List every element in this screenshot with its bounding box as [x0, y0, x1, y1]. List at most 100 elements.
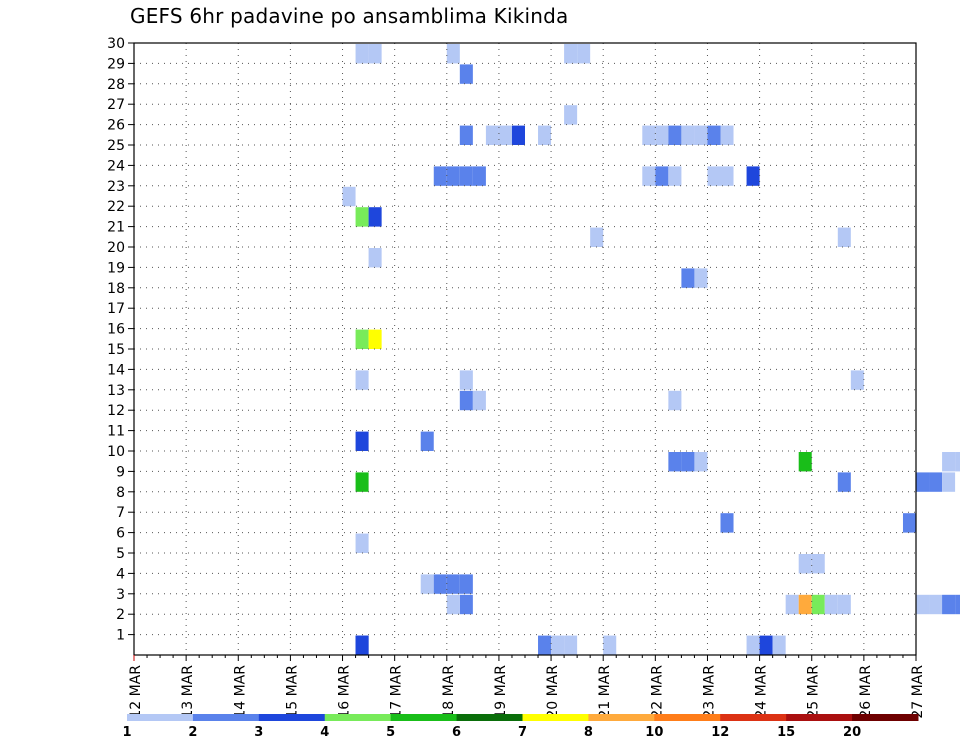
legend-swatch — [127, 714, 194, 721]
heatmap-cell-19 — [837, 594, 851, 615]
heatmap-cell-5 — [603, 635, 617, 655]
heatmap-cell-11 — [942, 594, 956, 615]
y-tick-label: 25 — [107, 138, 125, 154]
heatmap-cell-36 — [355, 472, 369, 492]
x-tick-label: 25 MAR — [806, 665, 822, 719]
heatmap-cell-82 — [668, 166, 682, 186]
heatmap-cell-2 — [538, 635, 552, 655]
legend-swatch — [258, 714, 326, 721]
heatmap-cell-100 — [720, 125, 734, 145]
heatmap-cell-85 — [746, 166, 760, 186]
y-tick-label: 2 — [116, 607, 125, 623]
legend-swatch — [324, 714, 392, 721]
y-tick-label: 21 — [107, 220, 125, 236]
y-tick-label: 16 — [107, 322, 125, 338]
y-tick-label: 3 — [116, 587, 125, 603]
heatmap-cell-39 — [929, 472, 943, 492]
y-tick-label: 13 — [107, 383, 125, 399]
heatmap-cell-79 — [472, 166, 486, 186]
legend-label: 20 — [843, 725, 861, 740]
heatmap-cell-50 — [459, 390, 473, 411]
x-tick-label: 17 MAR — [389, 665, 405, 719]
y-tick-label: 22 — [107, 199, 125, 215]
x-tick-label: 21 MAR — [597, 665, 613, 719]
y-tick-label: 19 — [107, 260, 125, 276]
heatmap-cell-73 — [355, 207, 369, 227]
heatmap-cell-111 — [564, 44, 578, 64]
heatmap-cell-76 — [433, 166, 447, 186]
x-tick-label: 16 MAR — [337, 665, 353, 719]
heatmap-cell-97 — [681, 125, 695, 145]
legend-swatch — [654, 714, 721, 721]
heatmap-cell-16 — [798, 594, 812, 615]
legend-label: 10 — [645, 725, 663, 740]
y-tick-label: 26 — [107, 118, 125, 134]
heatmap-cell-37 — [837, 472, 851, 492]
heatmap-cell-51 — [472, 390, 486, 411]
heatmap-cell-12 — [955, 594, 960, 615]
legend-swatch — [522, 714, 589, 721]
legend-swatch — [192, 714, 260, 721]
legend-label: 3 — [254, 725, 263, 740]
y-tick-label: 6 — [116, 526, 125, 542]
x-tick-label: 22 MAR — [649, 665, 665, 719]
x-tick-label: 13 MAR — [180, 665, 196, 719]
x-tick-label: 18 MAR — [441, 665, 457, 719]
x-tick-label: 26 MAR — [858, 665, 874, 719]
heatmap-cell-77 — [446, 166, 460, 186]
heatmap-cell-80 — [642, 166, 656, 186]
heatmap-cell-89 — [459, 125, 473, 145]
legend-label: 12 — [711, 725, 729, 740]
heatmap-cell-65 — [694, 268, 708, 288]
x-tick-label: 23 MAR — [701, 665, 717, 719]
heatmap-cell-1 — [355, 635, 369, 655]
heatmap-cell-99 — [707, 125, 721, 145]
heatmap-cell-24 — [798, 554, 812, 574]
legend-swatch — [720, 714, 787, 721]
y-tick-label: 10 — [107, 444, 125, 460]
heatmap-cell-10 — [929, 594, 943, 615]
legend-label: 5 — [386, 725, 395, 740]
y-tick-label: 4 — [116, 566, 125, 582]
heatmap-cell-93 — [538, 125, 552, 145]
legend-label: 7 — [518, 725, 527, 740]
heatmap-cell-52 — [668, 390, 682, 411]
heatmap-cell-84 — [720, 166, 734, 186]
heatmap-cell-3 — [551, 635, 565, 655]
heatmap-cell-25 — [811, 554, 825, 574]
y-tick-label: 12 — [107, 403, 125, 419]
heatmap-cell-98 — [694, 125, 708, 145]
heatmap-cell-20 — [420, 574, 434, 594]
heatmap-cell-18 — [824, 594, 838, 615]
y-tick-label: 11 — [107, 424, 125, 440]
axes: 1234567891011121314151617181920212223242… — [107, 36, 926, 719]
heatmap-cell-95 — [655, 125, 669, 145]
heatmap-cell-42 — [681, 452, 695, 472]
heatmap-cell-48 — [355, 431, 369, 451]
y-tick-label: 14 — [107, 362, 125, 378]
heatmap-cell-91 — [498, 125, 512, 145]
heatmap-cell-81 — [655, 166, 669, 186]
heatmap-cell-112 — [577, 44, 591, 64]
y-tick-label: 15 — [107, 342, 125, 358]
heatmap-cell-21 — [433, 574, 447, 594]
heatmap-cell-109 — [368, 44, 382, 64]
y-tick-label: 8 — [116, 485, 125, 501]
heatmap-cell-9 — [916, 594, 930, 615]
y-tick-label: 17 — [107, 301, 125, 317]
legend-label: 8 — [584, 725, 593, 740]
heatmap-cell-75 — [342, 186, 356, 207]
heatmap-cell-108 — [355, 44, 369, 64]
y-tick-label: 28 — [107, 77, 125, 93]
legend-label: 1 — [122, 725, 131, 740]
legend-swatch — [786, 714, 853, 721]
heatmap-cell-55 — [850, 370, 864, 390]
grid-lines — [134, 42, 916, 655]
legend-label: 15 — [777, 725, 795, 740]
legend-label: 4 — [320, 725, 329, 740]
y-tick-label: 5 — [116, 546, 125, 562]
color-legend: 1 2 3 4 5 6 7 8 10 12 15 20 — [122, 714, 919, 740]
heatmap-cell-49 — [420, 431, 434, 451]
x-tick-label: 19 MAR — [493, 665, 509, 719]
heatmap-cell-54 — [459, 370, 473, 390]
